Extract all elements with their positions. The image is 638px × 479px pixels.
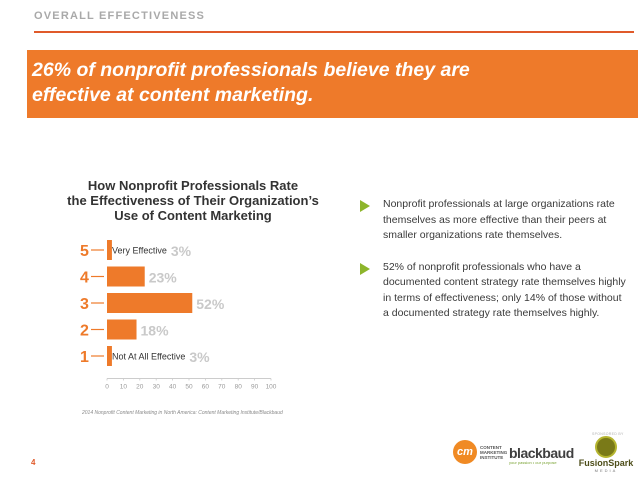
x-tick-label: 100 xyxy=(266,384,277,391)
x-tick-label: 10 xyxy=(120,384,128,391)
value-label: 52% xyxy=(196,296,225,312)
cmi-logo-text: CONTENT MARKETING INSTITUTE xyxy=(480,444,508,460)
x-tick-label: 20 xyxy=(136,384,144,391)
insight-text: Nonprofit professionals at large organiz… xyxy=(383,198,615,241)
value-label: 3% xyxy=(171,243,192,259)
insight-text: 52% of nonprofit professionals who have … xyxy=(383,260,626,320)
bar xyxy=(107,293,193,313)
insight-item: 52% of nonprofit professionals who have … xyxy=(360,260,630,322)
x-tick-label: 90 xyxy=(251,384,259,391)
blackbaud-tagline: your passion • our purpose xyxy=(509,460,557,465)
category-number: 1 xyxy=(80,349,89,366)
triangle-bullet-icon xyxy=(360,200,370,212)
value-label: 23% xyxy=(149,270,178,286)
bar xyxy=(107,346,112,366)
cmi-logo: cm CONTENT MARKETING INSTITUTE xyxy=(453,440,507,464)
category-number: 2 xyxy=(80,323,89,340)
category-label: Very Effective xyxy=(112,246,167,256)
cmi-logo-mark: cm xyxy=(453,440,477,464)
headline: 26% of nonprofit professionals believe t… xyxy=(32,59,470,106)
fusionspark-mark-icon xyxy=(595,436,617,458)
x-tick-label: 60 xyxy=(202,384,210,391)
chart-title: How Nonprofit Professionals Rate the Eff… xyxy=(67,178,319,223)
bar xyxy=(107,266,145,287)
fusionspark-name: FusionSpark xyxy=(578,458,634,468)
headline-banner: 26% of nonprofit professionals believe t… xyxy=(27,50,638,118)
value-label: 3% xyxy=(189,349,210,365)
chart-source: 2014 Nonprofit Content Marketing in Nort… xyxy=(82,410,283,416)
blackbaud-name: blackbaud xyxy=(509,445,574,461)
x-tick-label: 50 xyxy=(185,384,193,391)
section-label: OVERALL EFFECTIVENESS xyxy=(34,10,206,22)
x-tick-label: 30 xyxy=(153,384,161,391)
insight-list: Nonprofit professionals at large organiz… xyxy=(360,197,630,338)
category-number: 5 xyxy=(80,243,89,260)
fusionspark-logo: FusionSpark MEDIA xyxy=(578,436,634,473)
x-tick-label: 80 xyxy=(235,384,243,391)
insight-item: Nonprofit professionals at large organiz… xyxy=(360,197,630,244)
blackbaud-logo: blackbaud your passion • our purpose xyxy=(509,445,574,465)
triangle-bullet-icon xyxy=(360,262,370,275)
category-label: Not At All Effective xyxy=(112,352,185,362)
sponsored-label: SPONSORED BY xyxy=(592,432,624,436)
bar xyxy=(107,240,112,260)
fusionspark-sub: MEDIA xyxy=(594,468,618,473)
page-number: 4 xyxy=(31,458,36,467)
value-label: 18% xyxy=(141,323,170,339)
category-number: 4 xyxy=(80,270,89,287)
effectiveness-bar-chart: 5 Very Effective 3% 4 23% 3 52% 2 18% 1 Not At All… xyxy=(80,240,277,391)
x-tick-label: 40 xyxy=(169,384,177,391)
top-divider xyxy=(34,31,634,33)
category-number: 3 xyxy=(80,296,89,313)
x-tick-label: 70 xyxy=(218,384,226,391)
x-tick-label: 0 xyxy=(105,384,109,391)
bar xyxy=(107,319,137,340)
